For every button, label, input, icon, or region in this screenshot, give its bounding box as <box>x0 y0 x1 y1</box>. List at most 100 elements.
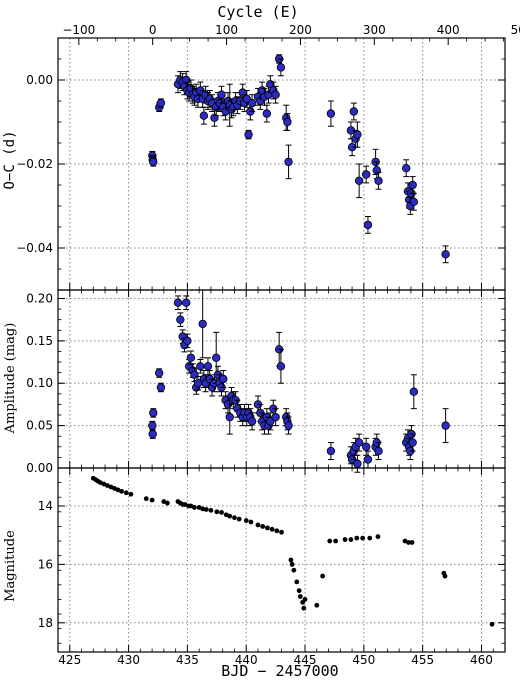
data-point <box>186 353 196 363</box>
data-point <box>408 438 417 447</box>
y-tick-label: 0.15 <box>26 334 53 348</box>
data-point <box>248 519 254 525</box>
y-tick-label: 14 <box>38 499 53 513</box>
data-point <box>406 540 411 545</box>
data-point <box>409 387 419 396</box>
data-point <box>156 98 166 108</box>
top-tick-labels: −100 0 100 200 300 400 500 <box>62 23 520 37</box>
data-point <box>361 170 371 179</box>
x-tick-label: 445 <box>294 653 317 667</box>
data-point <box>372 166 381 175</box>
data-point <box>363 455 373 464</box>
oc-y-axis-title: O−C (d) <box>2 130 18 189</box>
data-point <box>269 526 275 532</box>
x-tick-label: 435 <box>176 653 199 667</box>
panel-frame <box>57 289 506 469</box>
data-point <box>489 621 495 627</box>
data-point <box>164 500 170 506</box>
y-tick-label: 0.00 <box>26 73 53 87</box>
data-point <box>183 336 192 346</box>
data-point <box>128 491 134 497</box>
data-point <box>243 518 249 523</box>
x-tick-label: 450 <box>352 653 375 667</box>
data-point <box>200 506 206 512</box>
data-point <box>182 298 191 307</box>
data-point <box>333 538 339 544</box>
data-point <box>219 374 228 384</box>
data-point <box>409 197 419 206</box>
data-point <box>192 505 197 510</box>
data-point <box>354 176 364 185</box>
data-point <box>301 605 307 611</box>
x-tick-labels: 425 430 435 440 445 450 455 460 <box>58 653 493 667</box>
data-point <box>149 497 155 503</box>
data-point <box>148 429 157 439</box>
top-tick-label: 400 <box>437 23 460 37</box>
data-point <box>314 602 320 608</box>
data-point <box>320 573 326 579</box>
data-point <box>262 109 271 118</box>
data-point <box>212 353 221 363</box>
data-point <box>210 113 219 122</box>
data-point <box>284 421 293 430</box>
data-point <box>297 594 303 599</box>
data-point <box>148 421 157 430</box>
y-tick-label: 0.00 <box>26 461 53 475</box>
x-tick-label: 455 <box>411 653 434 667</box>
data-point <box>271 90 280 99</box>
data-point <box>214 509 220 515</box>
data-point <box>260 524 266 529</box>
y-tick-label: 0.10 <box>26 376 53 390</box>
data-point <box>236 516 242 522</box>
data-point <box>190 370 199 379</box>
data-point <box>176 315 185 324</box>
x-axis-title: BJD − 2457000 <box>221 662 338 680</box>
data-point <box>217 90 226 99</box>
data-point <box>288 557 294 563</box>
y-tick-label: 0.20 <box>26 291 53 305</box>
data-point <box>302 597 308 602</box>
top-axis-title: Cycle (E) <box>217 3 298 21</box>
data-point <box>374 176 383 185</box>
data-point <box>363 220 373 230</box>
data-point <box>208 507 214 513</box>
data-point <box>354 535 360 541</box>
data-point <box>284 157 293 167</box>
data-point <box>296 588 302 594</box>
data-point <box>360 535 366 541</box>
data-point <box>283 117 292 127</box>
data-point <box>353 459 362 468</box>
data-point <box>327 538 333 544</box>
data-point <box>279 529 284 535</box>
data-point <box>374 446 383 456</box>
data-point <box>409 540 415 545</box>
data-point <box>361 442 371 452</box>
data-point <box>326 446 336 456</box>
data-point <box>225 412 234 422</box>
data-point <box>219 509 224 515</box>
data-point <box>326 109 336 118</box>
data-point <box>294 579 300 585</box>
data-point <box>143 496 149 502</box>
data-point <box>264 525 270 531</box>
y-tick-label: −0.02 <box>16 157 53 171</box>
top-tick-label: 200 <box>289 23 312 37</box>
data-point <box>247 98 257 108</box>
data-point <box>276 63 286 72</box>
oc-panel: 0.00 −0.02 −0.04 <box>16 37 506 291</box>
data-point <box>244 130 253 139</box>
data-point <box>149 408 158 418</box>
data-point <box>156 383 166 392</box>
data-point <box>353 130 362 139</box>
y-tick-label: 16 <box>38 557 53 571</box>
data-point <box>247 417 257 426</box>
data-point <box>342 537 348 542</box>
x-tick-label: 430 <box>117 653 140 667</box>
data-point <box>442 573 448 579</box>
x-tick-label: 425 <box>58 653 81 667</box>
data-point <box>173 298 183 307</box>
data-point <box>375 534 381 540</box>
top-tick-label: 500 <box>511 23 520 37</box>
data-point <box>149 157 158 167</box>
x-tick-label: 460 <box>470 653 493 667</box>
